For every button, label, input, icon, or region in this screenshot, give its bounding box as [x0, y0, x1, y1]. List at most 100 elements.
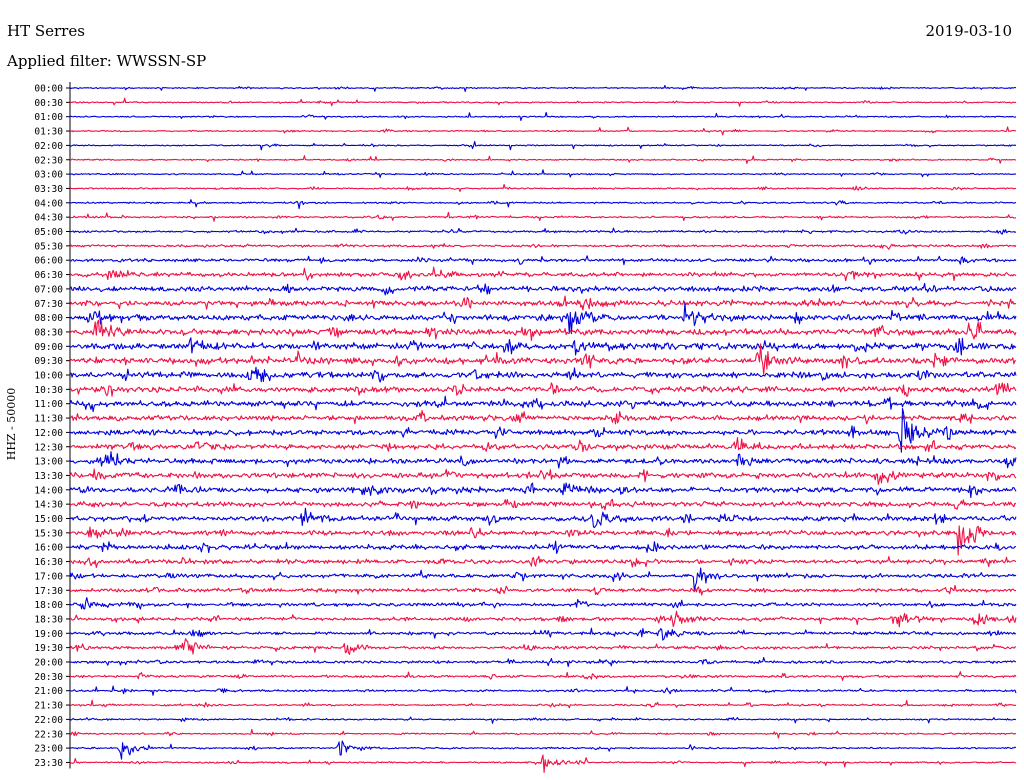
- time-tick-label: 22:00: [34, 715, 63, 726]
- time-tick-label: 18:30: [34, 614, 63, 625]
- time-tick-label: 19:30: [34, 643, 63, 654]
- time-tick-label: 15:00: [34, 514, 63, 525]
- time-tick-label: 16:00: [34, 543, 63, 554]
- time-tick-label: 15:30: [34, 528, 63, 539]
- trace-line: [69, 507, 1017, 529]
- trace-line: [69, 169, 1017, 178]
- trace-line: [69, 482, 1017, 499]
- trace-line: [69, 295, 1017, 311]
- trace-line: [69, 282, 1017, 296]
- trace-line: [69, 451, 1017, 469]
- trace-line: [69, 540, 1017, 554]
- trace-line: [69, 468, 1017, 486]
- trace-line: [69, 627, 1017, 641]
- trace-line: [69, 111, 1017, 122]
- time-tick-label: 14:00: [34, 485, 63, 496]
- trace-line: [69, 199, 1016, 210]
- record-date: 2019-03-10: [925, 22, 1012, 40]
- time-tick-label: 19:00: [34, 629, 63, 640]
- trace-line: [69, 302, 1017, 335]
- time-tick-label: 03:30: [34, 184, 63, 195]
- trace-line: [69, 597, 1017, 610]
- time-tick-label: 10:00: [34, 371, 63, 382]
- time-tick-label: 13:00: [34, 457, 63, 468]
- time-tick-label: 09:00: [34, 342, 63, 353]
- time-tick-label: 17:00: [34, 571, 63, 582]
- trace-line: [70, 126, 1017, 136]
- time-tick-label: 07:00: [34, 284, 63, 295]
- trace-line: [69, 243, 1017, 250]
- trace-line: [69, 728, 1017, 739]
- trace-line: [69, 407, 1017, 453]
- time-tick-label: 16:30: [34, 557, 63, 568]
- time-tick-label: 04:00: [34, 198, 63, 209]
- time-tick-label: 14:30: [34, 500, 63, 511]
- trace-line: [69, 140, 1017, 151]
- applied-filter: Applied filter: WWSSN-SP: [7, 52, 207, 70]
- trace-line: [70, 610, 1017, 628]
- trace-line: [69, 343, 1017, 375]
- time-tick-label: 20:00: [34, 658, 63, 669]
- time-tick-label: 11:30: [34, 414, 63, 425]
- trace-line: [69, 266, 1017, 282]
- time-tick-label: 05:30: [34, 241, 63, 252]
- time-tick-label: 18:00: [34, 600, 63, 611]
- trace-line: [70, 699, 1017, 709]
- time-tick-label: 03:00: [34, 170, 63, 181]
- trace-line: [69, 337, 1017, 356]
- trace-line: [70, 555, 1017, 569]
- time-tick-label: 21:30: [34, 701, 63, 712]
- time-tick-label: 07:30: [34, 299, 63, 310]
- trace-line: [69, 498, 1017, 511]
- time-tick-label: 12:00: [34, 428, 63, 439]
- time-tick-label: 02:00: [34, 141, 63, 152]
- trace-line: [69, 97, 1017, 107]
- trace-line: [69, 395, 1017, 413]
- trace-line: [69, 319, 1017, 341]
- time-tick-label: 04:30: [34, 213, 63, 224]
- trace-line: [69, 409, 1017, 425]
- time-tick-label: 23:00: [34, 744, 63, 755]
- trace-line: [69, 525, 1017, 556]
- trace-line: [69, 366, 1017, 383]
- time-tick-label: 00:30: [34, 98, 63, 109]
- trace-line: [69, 656, 1017, 668]
- time-tick-label: 08:00: [34, 313, 63, 324]
- time-tick-label: 09:30: [34, 356, 63, 367]
- time-tick-label: 05:00: [34, 227, 63, 238]
- trace-line: [69, 382, 1017, 397]
- trace-line: [69, 754, 1017, 774]
- trace-line: [69, 671, 1017, 681]
- time-tick-label: 02:30: [34, 155, 63, 166]
- trace-line: [69, 227, 1017, 235]
- trace-line: [69, 84, 1017, 93]
- trace-line: [69, 740, 1017, 760]
- time-tick-label: 23:30: [34, 758, 63, 769]
- trace-line: [69, 155, 1017, 164]
- station-name: HT Serres: [7, 22, 85, 40]
- time-tick-label: 13:30: [34, 471, 63, 482]
- trace-line: [69, 436, 1017, 453]
- trace-line: [69, 183, 1017, 193]
- trace-line: [69, 584, 1016, 596]
- trace-line: [69, 255, 1017, 266]
- time-tick-label: 17:30: [34, 586, 63, 597]
- trace-line: [69, 716, 1017, 724]
- time-tick-label: 01:30: [34, 127, 63, 138]
- time-tick-label: 22:30: [34, 729, 63, 740]
- time-tick-label: 06:30: [34, 270, 63, 281]
- time-tick-label: 11:00: [34, 399, 63, 410]
- time-tick-label: 08:30: [34, 327, 63, 338]
- trace-line: [69, 685, 1017, 696]
- time-tick-label: 00:00: [34, 84, 63, 95]
- time-tick-label: 20:30: [34, 672, 63, 683]
- time-tick-label: 21:00: [34, 686, 63, 697]
- time-tick-label: 12:30: [34, 442, 63, 453]
- trace-line: [69, 567, 1017, 592]
- time-tick-label: 06:00: [34, 256, 63, 267]
- trace-line: [70, 211, 1017, 222]
- trace-line: [69, 638, 1017, 655]
- time-tick-label: 01:00: [34, 112, 63, 123]
